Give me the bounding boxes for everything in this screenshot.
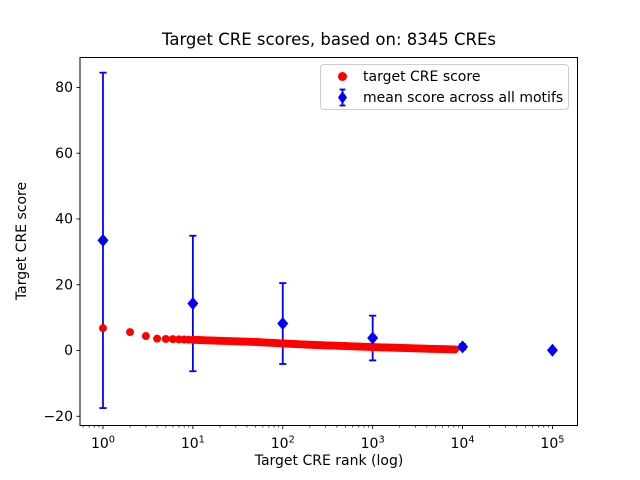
x-tick-label: 105 (540, 435, 564, 453)
red-point (98, 324, 107, 333)
red-point (153, 334, 162, 343)
mean-diamond-marker (367, 331, 379, 345)
mean-diamond-marker (187, 296, 199, 310)
red-point (141, 332, 150, 341)
x-tick-label: 100 (91, 435, 115, 453)
legend-label-mean-score: mean score across all motifs (363, 89, 564, 106)
x-axis-label: Target CRE rank (log) (254, 453, 404, 469)
legend-item-mean-score: mean score across all motifs (321, 87, 568, 108)
blue-diamond-errorbar-marker-icon (337, 88, 347, 107)
axes-box (79, 57, 578, 426)
legend-item-target-cre-score: target CRE score (321, 66, 568, 87)
y-tick-label: 60 (55, 146, 73, 162)
red-point (126, 328, 135, 337)
legend-label-target-cre-score: target CRE score (363, 68, 481, 85)
red-point (450, 345, 459, 354)
x-tick-label: 103 (361, 435, 385, 453)
chart-title: Target CRE scores, based on: 8345 CREs (161, 30, 497, 49)
legend-marker-box (321, 88, 363, 107)
legend-marker-box (321, 72, 363, 81)
y-tick-label: −20 (43, 409, 73, 425)
red-point (168, 335, 177, 344)
y-tick-label: 0 (64, 343, 73, 359)
mean-diamond-marker (97, 233, 109, 247)
y-tick-label: 80 (55, 80, 73, 96)
legend: target CRE score mean score across all m… (320, 64, 569, 110)
red-circle-marker-icon (337, 72, 347, 81)
x-tick-label: 102 (271, 435, 295, 453)
mean-diamond-marker (457, 340, 469, 354)
y-tick-label: 20 (55, 277, 73, 293)
x-tick-label: 104 (451, 435, 475, 453)
mean-diamond-marker (546, 343, 558, 357)
y-tick-label: 40 (55, 212, 73, 228)
red-point (161, 334, 170, 343)
x-tick-label: 101 (181, 435, 205, 453)
mean-diamond-marker (277, 317, 289, 331)
